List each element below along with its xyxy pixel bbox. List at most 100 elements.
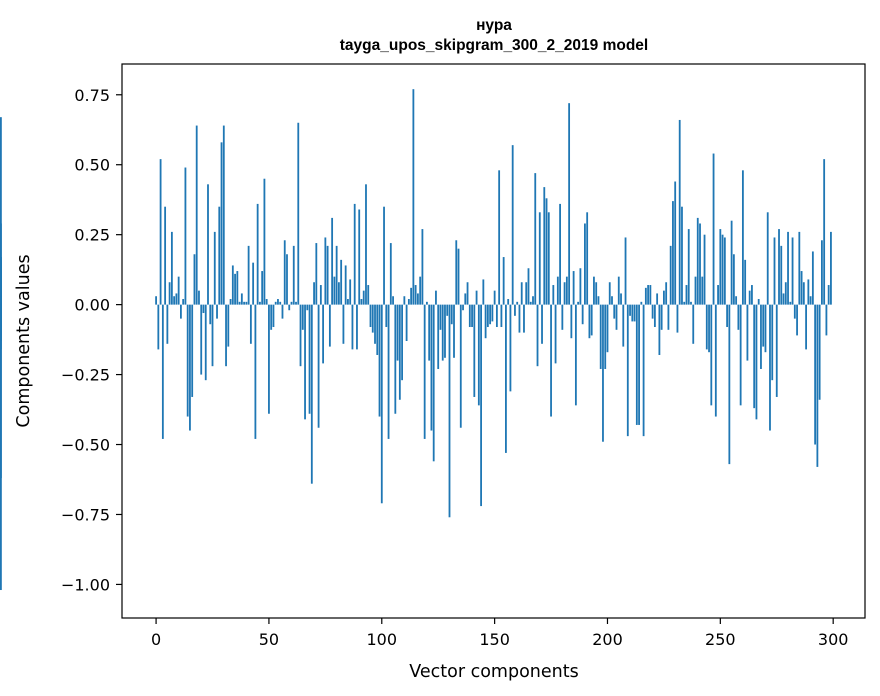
bar <box>441 304 444 361</box>
bar <box>168 282 171 305</box>
bar <box>568 103 571 305</box>
bar <box>547 212 550 305</box>
bar <box>383 206 385 305</box>
bar <box>823 159 826 305</box>
bar <box>649 285 652 305</box>
bar <box>676 304 679 333</box>
bar <box>446 304 449 316</box>
bar <box>211 304 214 367</box>
bar <box>644 287 647 305</box>
bar <box>322 304 324 364</box>
bar <box>340 259 343 305</box>
bar <box>681 206 683 305</box>
bar <box>737 304 740 330</box>
y-tick-label: 0.75 <box>74 86 110 105</box>
bar <box>468 304 471 328</box>
bar <box>186 304 189 417</box>
y-tick-label: −0.75 <box>61 505 110 524</box>
bar <box>559 203 561 305</box>
bar <box>247 245 250 305</box>
y-tick-label: −1.00 <box>61 575 110 594</box>
bar <box>256 203 259 305</box>
bar <box>561 304 564 330</box>
bar <box>507 299 510 305</box>
bar <box>243 301 246 305</box>
bar <box>268 304 270 414</box>
bar <box>428 304 431 361</box>
bar <box>315 243 318 305</box>
bar <box>292 245 295 305</box>
x-tick-label: 150 <box>479 630 510 649</box>
bar <box>207 184 209 305</box>
y-axis-ticks: −1.00 −0.75 −0.50 −0.25 0.00 0.25 0.50 0.75 <box>61 86 122 594</box>
bar <box>699 223 701 305</box>
bar <box>450 304 453 325</box>
bar <box>299 304 302 367</box>
bar <box>308 304 311 414</box>
bar <box>789 301 792 305</box>
bar <box>0 259 2 305</box>
bar <box>617 276 620 305</box>
bar <box>735 296 738 305</box>
bar <box>748 290 751 305</box>
chart-subtitle: tayga_upos_skipgram_300_2_2019 model <box>340 37 648 54</box>
bar <box>827 285 830 305</box>
bar <box>784 282 787 305</box>
bar <box>435 290 437 305</box>
bar <box>595 282 598 305</box>
bar <box>157 304 160 350</box>
bar <box>818 304 821 400</box>
bar <box>480 304 482 507</box>
bar <box>198 290 200 305</box>
bar <box>161 304 164 439</box>
bar <box>191 304 194 397</box>
bar <box>665 282 668 305</box>
bar <box>202 304 205 314</box>
bar <box>579 268 582 305</box>
bar <box>0 304 2 479</box>
bar <box>793 304 796 319</box>
bar <box>225 304 227 367</box>
bar <box>604 304 607 369</box>
y-tick-label: 0.50 <box>74 156 110 175</box>
bar <box>362 290 365 305</box>
bar <box>423 304 426 439</box>
bar <box>347 299 349 305</box>
bar <box>227 304 230 347</box>
bar <box>403 296 406 305</box>
bar <box>701 276 704 305</box>
bar <box>356 304 358 350</box>
bar <box>708 304 710 353</box>
bar <box>471 304 473 328</box>
bar <box>439 304 442 330</box>
bar <box>577 301 580 305</box>
bars-group <box>0 89 832 591</box>
bar <box>678 119 681 305</box>
bar <box>651 304 654 319</box>
bar <box>516 301 519 305</box>
bar <box>717 285 719 305</box>
bar <box>640 301 643 305</box>
bar <box>611 296 613 305</box>
bar <box>453 304 455 358</box>
bar <box>694 276 697 305</box>
bar <box>195 125 198 305</box>
bar <box>538 212 541 305</box>
bar <box>220 142 223 305</box>
x-tick-label: 0 <box>151 630 161 649</box>
bar <box>407 299 410 305</box>
bar <box>696 217 699 305</box>
bar <box>647 285 650 305</box>
bar <box>802 282 805 305</box>
bar <box>426 301 428 305</box>
bar <box>755 304 758 420</box>
y-tick-label: −0.25 <box>61 366 110 385</box>
bar <box>769 304 771 431</box>
bar <box>216 304 218 319</box>
bar <box>805 304 807 350</box>
bar <box>672 201 674 305</box>
bar <box>297 122 300 305</box>
bar <box>505 304 507 453</box>
bar <box>518 304 521 333</box>
bar <box>590 304 593 336</box>
